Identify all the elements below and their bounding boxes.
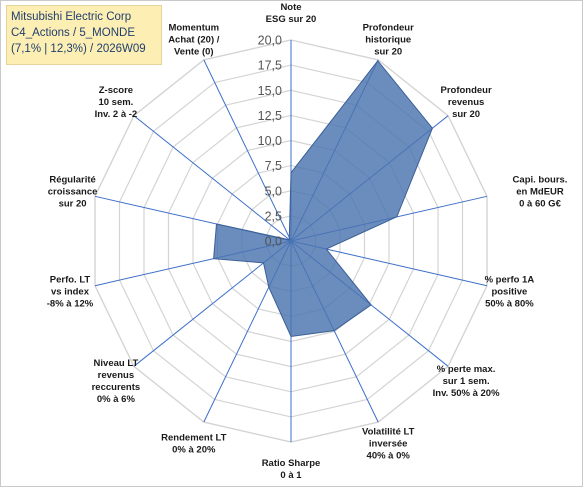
axis-label-line: en MdEUR bbox=[516, 187, 564, 198]
axis-label-line: Inv. 50% à 20% bbox=[433, 388, 500, 399]
axis-label-line: ESG sur 20 bbox=[266, 14, 317, 25]
axis-label-line: % perfo 1A bbox=[485, 274, 535, 285]
tick-label: 0,0 bbox=[265, 235, 282, 249]
axis-label-line: Capi. bours. bbox=[513, 175, 568, 186]
radar-series bbox=[213, 59, 433, 338]
axis-label-line: historique bbox=[365, 35, 411, 46]
axis-label-line: % perte max. bbox=[437, 364, 496, 375]
axis-label-line: sur 20 bbox=[452, 109, 480, 120]
portfolio-category: C4_Actions / 5_MONDE bbox=[11, 27, 135, 39]
axis-label-line: croissance bbox=[48, 187, 98, 198]
axis-label-line: Z-score bbox=[99, 85, 133, 96]
axis-label-line: sur 20 bbox=[374, 47, 402, 58]
axis-label-line: Régularité bbox=[49, 175, 95, 186]
axis-label-line: 50% à 80% bbox=[485, 298, 534, 309]
axis-label-line: revenus bbox=[98, 370, 134, 381]
axis-label-line: Profondeur bbox=[440, 85, 491, 96]
axis-label-line: Note bbox=[280, 2, 301, 13]
axis-label-line: vs index bbox=[51, 286, 90, 297]
axis-label: Perfo. LT vs index -8% à 12% bbox=[47, 274, 94, 309]
axis-label-line: Achat (20) / bbox=[168, 35, 220, 46]
axis-label: Capi. bours. en MdEUR 0 à 60 G€ bbox=[513, 175, 568, 210]
axis-label: Note ESG sur 20 bbox=[266, 2, 317, 25]
tick-label: 17,5 bbox=[258, 59, 282, 73]
weight-and-week: (7,1% | 12,3%) / 2026W09 bbox=[11, 43, 146, 55]
axis-label-line: revenus bbox=[448, 97, 484, 108]
series-area bbox=[213, 59, 433, 338]
axis-label-line: Rendement LT bbox=[161, 432, 226, 443]
axis-label: Régularité croissance sur 20 bbox=[48, 175, 98, 210]
axis-label: Z-score 10 sem. Inv. 2 à -2 bbox=[95, 85, 138, 120]
tick-label: 10,0 bbox=[258, 134, 282, 148]
axis-label: Niveau LT revenus reccurents 0% à 6% bbox=[92, 358, 141, 405]
tick-label: 20,0 bbox=[258, 34, 282, 48]
axis-label-line: 0% à 20% bbox=[172, 444, 216, 455]
axis-label-line: Ratio Sharpe bbox=[262, 458, 321, 469]
axis-label: % perte max. sur 1 sem. Inv. 50% à 20% bbox=[433, 364, 500, 399]
axis-label-line: Vente (0) bbox=[174, 47, 214, 58]
axis-label-line: sur 20 bbox=[59, 199, 87, 210]
axis-label-line: Niveau LT bbox=[94, 358, 139, 369]
tick-label: 5,0 bbox=[265, 184, 282, 198]
company-name: Mitsubishi Electric Corp bbox=[11, 11, 132, 23]
axis-label-line: inversée bbox=[369, 438, 408, 449]
radar-spoke bbox=[203, 59, 292, 242]
axis-label-line: Perfo. LT bbox=[50, 274, 91, 285]
axis-label-line: 0 à 1 bbox=[280, 470, 302, 481]
radar-tick-labels: 0,0 2,5 5,0 7,5 10,0 12,5 15,0 17,5 20,0 bbox=[258, 34, 282, 249]
axis-label-line: positive bbox=[491, 286, 527, 297]
axis-label-line: -8% à 12% bbox=[47, 298, 94, 309]
axis-label-line: 10 sem. bbox=[98, 97, 133, 108]
axis-label-line: Momentum bbox=[168, 23, 219, 34]
axis-label: Ratio Sharpe 0 à 1 bbox=[262, 458, 321, 481]
axis-label-line: Profondeur bbox=[363, 23, 414, 34]
axis-label: % perfo 1A positive 50% à 80% bbox=[485, 274, 535, 309]
axis-label: Volatilité LT inversée 40% à 0% bbox=[362, 426, 415, 461]
axis-label: Momentum Achat (20) / Vente (0) bbox=[168, 23, 220, 58]
tick-label: 15,0 bbox=[258, 84, 282, 98]
axis-label-line: Volatilité LT bbox=[362, 426, 415, 437]
axis-label: Rendement LT 0% à 20% bbox=[161, 432, 226, 455]
chart-title-box: Mitsubishi Electric Corp C4_Actions / 5_… bbox=[6, 5, 162, 65]
tick-label: 2,5 bbox=[265, 209, 282, 223]
axis-label-line: 0 à 60 G€ bbox=[519, 199, 561, 210]
radar-spoke bbox=[133, 115, 292, 242]
axis-label: Profondeur historique sur 20 bbox=[363, 23, 414, 58]
axis-label-line: sur 1 sem. bbox=[443, 376, 490, 387]
tick-label: 12,5 bbox=[258, 109, 282, 123]
axis-label-line: 40% à 0% bbox=[367, 450, 411, 461]
axis-label-line: Inv. 2 à -2 bbox=[95, 109, 138, 120]
axis-label-line: 0% à 6% bbox=[97, 394, 136, 405]
tick-label: 7,5 bbox=[265, 159, 282, 173]
axis-label: Profondeur revenus sur 20 bbox=[440, 85, 491, 120]
axis-label-line: reccurents bbox=[92, 382, 141, 393]
